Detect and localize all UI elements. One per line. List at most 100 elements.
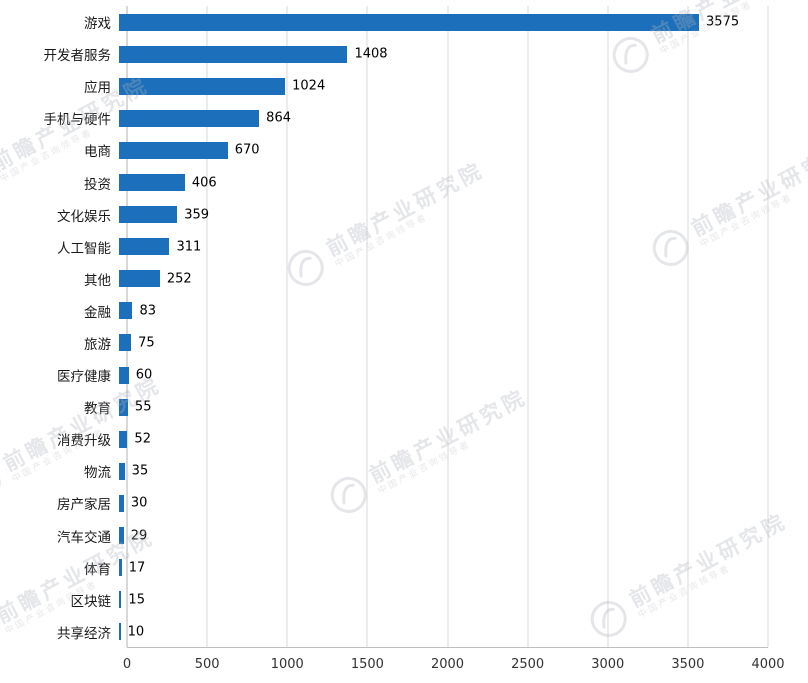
value-label: 1408	[354, 46, 388, 62]
bar-track: 52	[119, 430, 768, 448]
bar-track: 75	[119, 334, 768, 352]
category-label: 医疗健康	[57, 369, 111, 386]
bar-track: 30	[119, 494, 768, 512]
bar-row: 房产家居 30	[0, 487, 808, 519]
bar	[119, 623, 121, 641]
x-tick-label: 0	[122, 657, 132, 672]
value-label: 60	[135, 367, 153, 383]
bar	[119, 206, 178, 224]
bar-row: 应用 1024	[0, 70, 808, 102]
bar	[119, 398, 128, 416]
bar-row: 人工智能 311	[0, 231, 808, 263]
bar-row: 体育 17	[0, 552, 808, 584]
category-label: 房产家居	[57, 497, 111, 514]
bar-row: 投资 406	[0, 166, 808, 198]
value-label: 311	[176, 239, 202, 255]
gridline	[366, 6, 368, 647]
bar-row: 教育 55	[0, 391, 808, 423]
bar	[119, 494, 124, 512]
bar-row: 金融 83	[0, 295, 808, 327]
gridline	[447, 6, 448, 647]
bar	[119, 141, 228, 159]
x-tick-label: 3000	[591, 657, 625, 672]
bar-track: 15	[119, 591, 768, 609]
bar	[119, 270, 160, 288]
bar	[119, 591, 122, 609]
value-label: 359	[184, 207, 210, 223]
bar-row: 开发者服务 1408	[0, 38, 808, 70]
bar-track: 311	[119, 238, 768, 256]
bar-track: 60	[119, 366, 768, 384]
gridline	[286, 6, 288, 647]
category-label: 区块链	[70, 593, 112, 610]
bar-row: 汽车交通 29	[0, 520, 808, 552]
value-label: 3575	[706, 14, 740, 30]
bar-track: 406	[119, 174, 768, 192]
value-label: 83	[139, 303, 156, 319]
bar-track: 864	[119, 109, 768, 127]
category-label: 其他	[84, 272, 111, 289]
bar	[119, 109, 260, 127]
category-label: 电商	[84, 144, 111, 161]
category-label: 投资	[84, 176, 111, 193]
category-label: 体育	[84, 561, 111, 578]
gridline	[687, 6, 689, 647]
category-label: 旅游	[84, 336, 111, 353]
category-label: 手机与硬件	[43, 112, 112, 129]
x-tick-label: 1000	[270, 657, 304, 672]
x-tick-label: 2500	[511, 657, 545, 672]
bar	[119, 334, 132, 352]
bar-rows: 游戏 3575 开发者服务 1408 应用 1024 手机与硬件 864 电商 670 投资 406 文…	[0, 6, 808, 648]
value-label: 864	[266, 110, 291, 126]
bar	[119, 77, 286, 95]
bar-track: 10	[119, 623, 768, 641]
value-label: 35	[131, 463, 149, 479]
x-tick-label: 3500	[671, 657, 705, 672]
x-tick-label: 1500	[350, 657, 384, 672]
category-label: 教育	[84, 401, 111, 418]
bar	[119, 559, 122, 577]
bar-row: 物流 35	[0, 455, 808, 487]
category-label: 应用	[84, 80, 111, 97]
bar	[119, 527, 124, 545]
value-label: 55	[134, 399, 152, 415]
value-label: 670	[234, 142, 260, 158]
category-label: 金融	[84, 304, 111, 321]
bar-track: 17	[119, 559, 768, 577]
bar-track: 252	[119, 270, 768, 288]
bar-track: 29	[119, 527, 768, 545]
bar-track: 1024	[119, 77, 768, 95]
plot-area	[126, 6, 769, 648]
value-label: 1024	[292, 78, 326, 94]
category-label: 开发者服务	[43, 48, 112, 65]
value-label: 75	[138, 335, 155, 351]
bar-track: 359	[119, 206, 768, 224]
x-tick-label: 4000	[751, 657, 785, 672]
category-label: 文化娱乐	[57, 208, 111, 225]
bar	[119, 45, 348, 63]
category-label: 汽车交通	[57, 529, 111, 546]
value-label: 10	[127, 624, 145, 640]
category-label: 消费升级	[57, 433, 111, 450]
gridline	[126, 6, 128, 647]
value-label: 17	[128, 560, 146, 576]
bar	[119, 462, 125, 480]
bar-row: 其他 252	[0, 263, 808, 295]
x-axis: 0 500 1000 1500 2000 2500 3000 3500 4000	[123, 657, 785, 677]
gridline	[767, 6, 769, 647]
bar-row: 医疗健康 60	[0, 359, 808, 391]
x-tick-label: 2000	[430, 657, 465, 672]
bar	[119, 238, 170, 256]
bar	[119, 366, 129, 384]
bar-track: 83	[119, 302, 768, 320]
category-label: 物流	[84, 465, 111, 482]
bar-track: 670	[119, 141, 768, 159]
bar-row: 消费升级 52	[0, 423, 808, 455]
bar-row: 区块链 15	[0, 584, 808, 616]
bar-track: 1408	[119, 45, 768, 63]
bar-row: 文化娱乐 359	[0, 199, 808, 231]
bar-track: 3575	[119, 13, 768, 31]
bar-row: 共享经济 10	[0, 616, 808, 648]
value-label: 252	[166, 271, 192, 287]
